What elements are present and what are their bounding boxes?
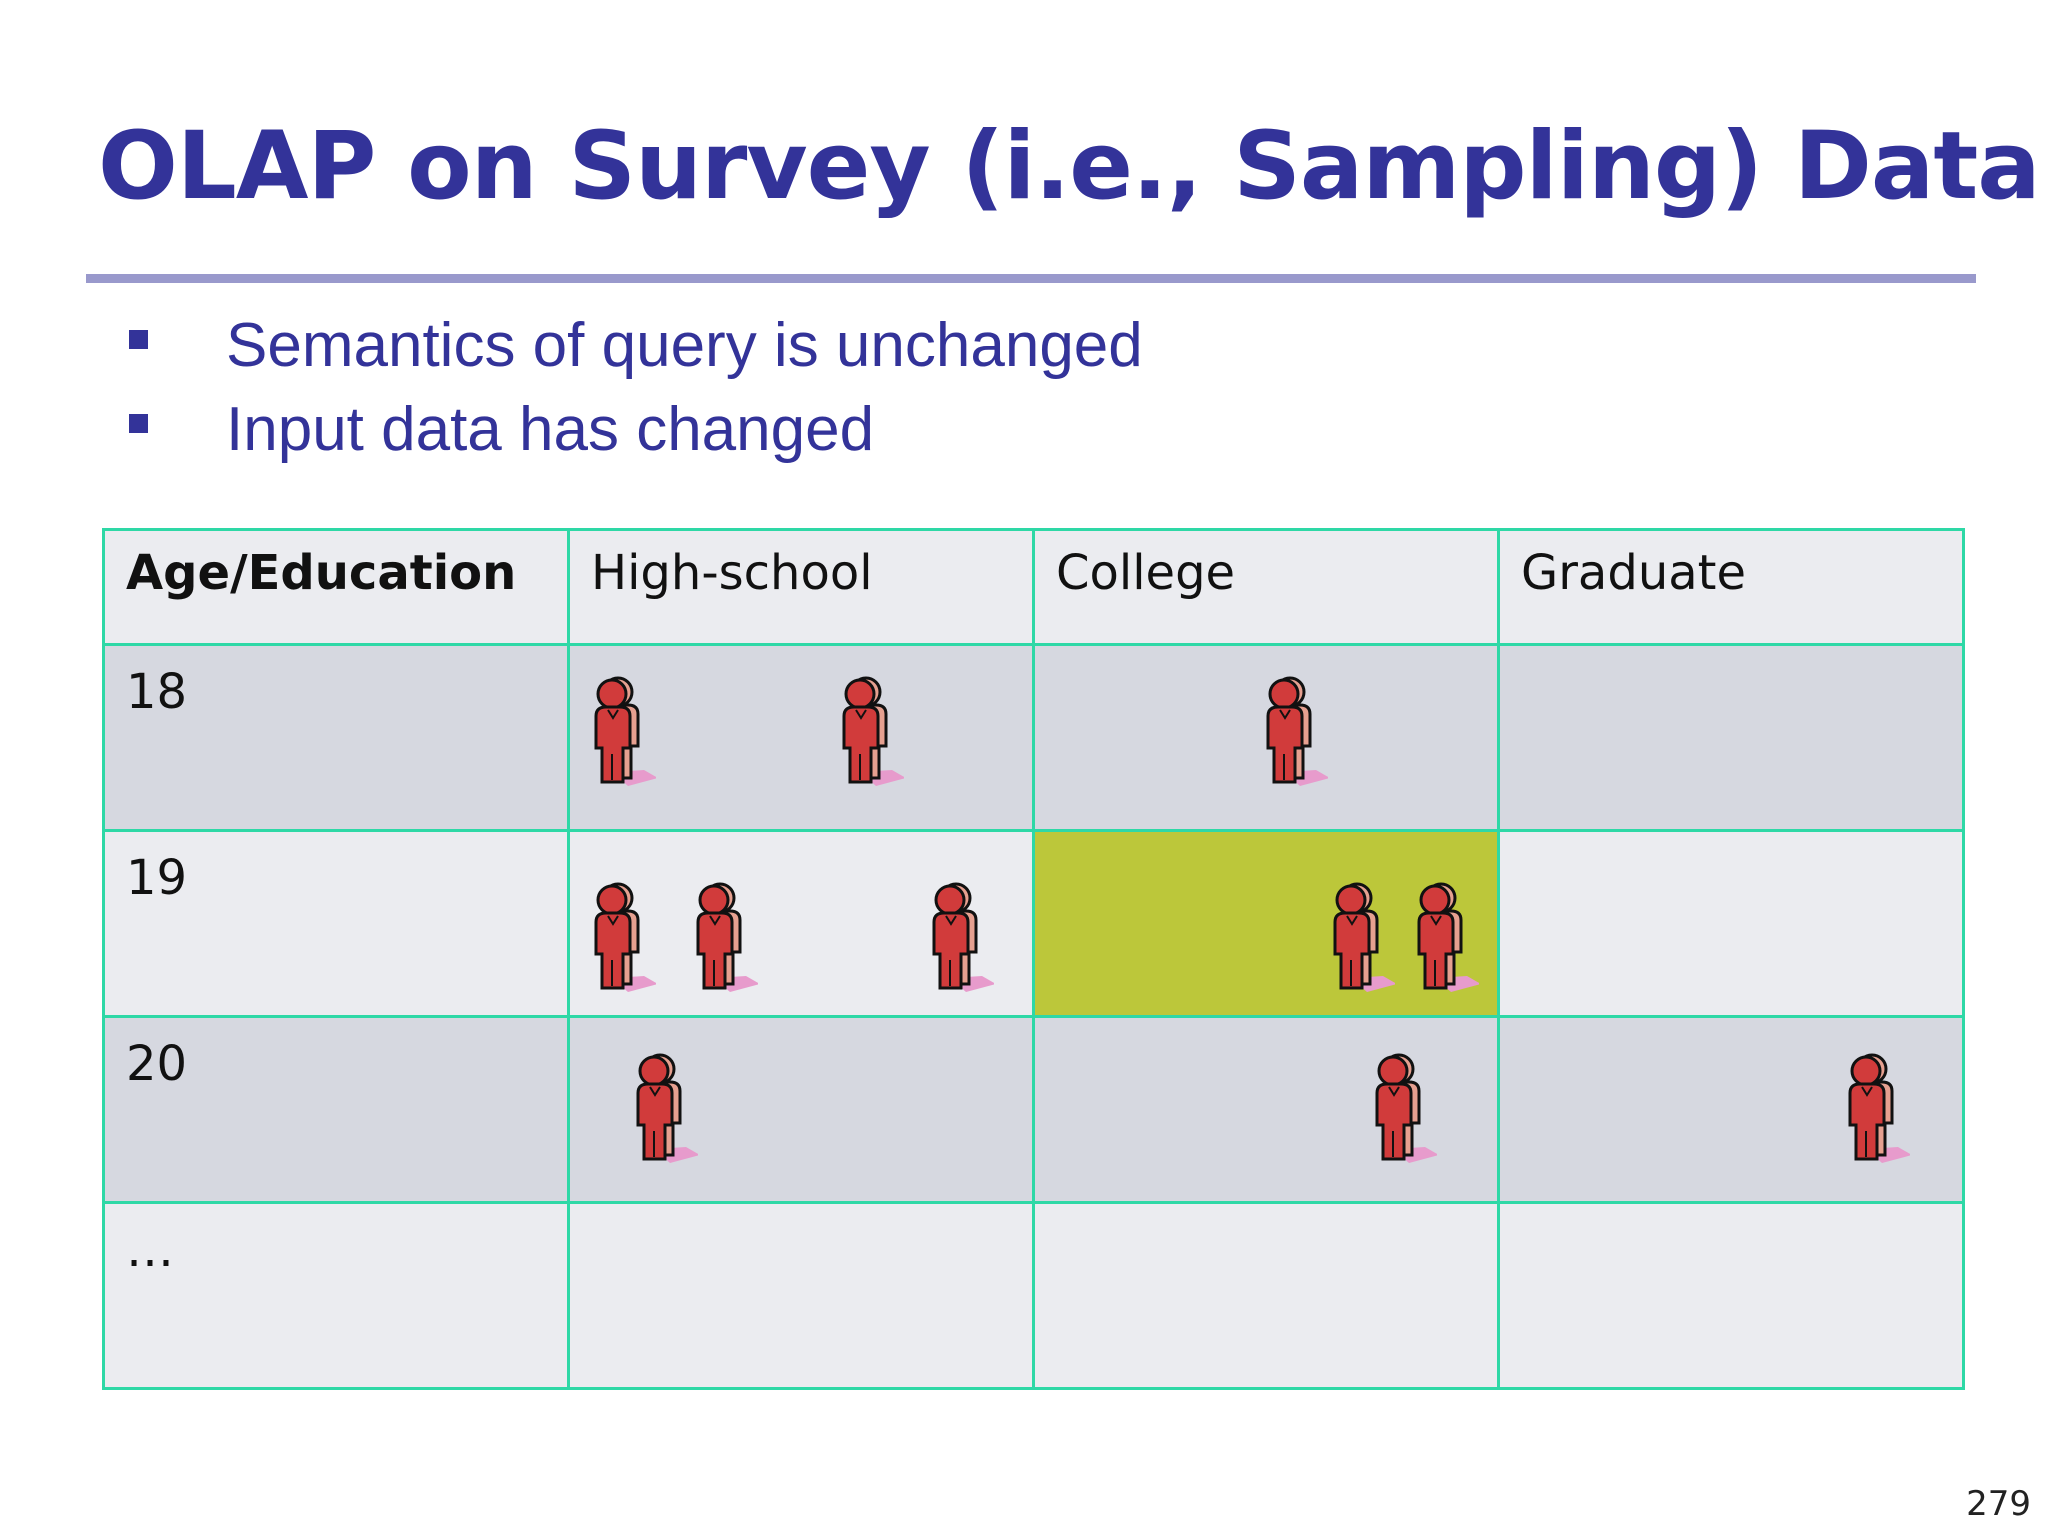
person-icon: [588, 880, 658, 998]
row-label-cell: 18: [102, 643, 570, 832]
bullet-text: Semantics of query is unchanged: [226, 311, 1143, 380]
header-cell-graduate: Graduate: [1497, 528, 1965, 646]
data-cell: [567, 1201, 1035, 1390]
header-cell-high-school: High-school: [567, 528, 1035, 646]
row-label-cell: 20: [102, 1015, 570, 1204]
table-row: …: [102, 1201, 1965, 1390]
highlighted-cell: [1032, 829, 1500, 1018]
data-cell: [567, 829, 1035, 1018]
table-row: 20: [102, 1015, 1965, 1204]
page-number: 279: [1966, 1484, 2031, 1524]
person-icon: [1260, 674, 1330, 792]
row-label: 18: [126, 664, 188, 720]
data-cell: [1497, 1015, 1965, 1204]
person-icon: [1327, 880, 1397, 998]
person-icon: [1411, 880, 1481, 998]
bullet-text: Input data has changed: [226, 395, 875, 464]
row-label-cell: 19: [102, 829, 570, 1018]
square-bullet-icon: [129, 330, 148, 349]
header-label: Graduate: [1521, 545, 1746, 601]
header-cell-age-education: Age/Education: [102, 528, 570, 646]
title-divider: [86, 274, 1976, 283]
person-icon: [588, 674, 658, 792]
survey-table: Age/Education High-school College Gradua…: [102, 528, 1965, 1390]
person-icon: [690, 880, 760, 998]
data-cell: [567, 643, 1035, 832]
data-cell: [567, 1015, 1035, 1204]
person-icon: [926, 880, 996, 998]
header-cell-college: College: [1032, 528, 1500, 646]
data-cell: [1032, 643, 1500, 832]
person-icon: [836, 674, 906, 792]
table-header-row: Age/Education High-school College Gradua…: [102, 528, 1965, 646]
person-icon: [1369, 1051, 1439, 1169]
table-row: 18: [102, 643, 1965, 832]
header-label: College: [1056, 545, 1236, 601]
row-label: 19: [126, 850, 188, 906]
square-bullet-icon: [129, 414, 148, 433]
row-label: …: [126, 1222, 174, 1278]
person-icon: [1842, 1051, 1912, 1169]
person-icon: [630, 1051, 700, 1169]
header-label: Age/Education: [126, 545, 517, 601]
data-cell: [1497, 829, 1965, 1018]
header-label: High-school: [591, 545, 873, 601]
table-row: 19: [102, 829, 1965, 1018]
data-cell: [1497, 1201, 1965, 1390]
data-cell: [1032, 1201, 1500, 1390]
slide-title: OLAP on Survey (i.e., Sampling) Data: [98, 112, 2041, 221]
row-label-cell: …: [102, 1201, 570, 1390]
row-label: 20: [126, 1036, 188, 1092]
data-cell: [1032, 1015, 1500, 1204]
data-cell: [1497, 643, 1965, 832]
